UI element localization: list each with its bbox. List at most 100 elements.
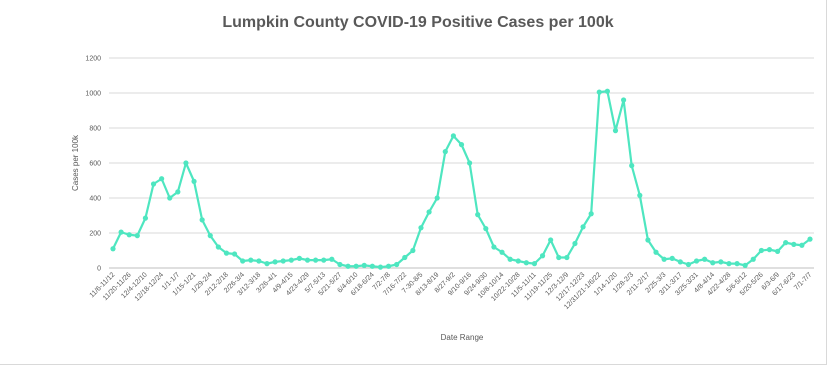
data-point: [110, 246, 116, 252]
y-axis-label: Cases per 100k: [71, 134, 80, 191]
data-point: [620, 97, 627, 103]
y-axis-ticks: 0 200 400 600 800 1000 1200: [85, 56, 101, 273]
data-point: [377, 264, 384, 270]
data-point: [807, 236, 813, 242]
data-point: [442, 149, 448, 155]
data-point: [313, 257, 319, 263]
data-point: [580, 224, 586, 230]
data-point: [637, 192, 643, 198]
data-point: [685, 261, 692, 268]
y-tick-label: 1200: [85, 56, 101, 63]
data-point: [321, 257, 327, 263]
data-point: [256, 258, 262, 264]
data-point: [539, 253, 546, 259]
data-point: [248, 257, 254, 263]
y-tick-label: 400: [89, 196, 101, 203]
data-point: [677, 259, 683, 265]
data-point: [304, 257, 311, 263]
data-point: [766, 247, 773, 253]
data-point: [653, 249, 659, 255]
data-point: [742, 262, 748, 268]
data-point: [434, 195, 440, 201]
data-point: [483, 226, 489, 232]
data-point: [345, 263, 351, 269]
data-point: [515, 258, 521, 264]
data-point: [272, 259, 278, 265]
data-point: [604, 88, 610, 94]
gridlines: [109, 57, 814, 269]
data-point: [467, 160, 473, 166]
y-tick-label: 200: [89, 231, 101, 238]
data-point: [199, 217, 205, 223]
data-point: [475, 212, 481, 218]
data-point: [564, 254, 570, 261]
data-point: [791, 241, 797, 247]
data-point: [548, 237, 554, 243]
data-point: [126, 232, 132, 238]
data-point: [450, 133, 456, 139]
data-point: [150, 181, 157, 187]
data-point: [669, 255, 675, 261]
data-point: [337, 261, 343, 268]
data-point: [774, 248, 781, 254]
data-point: [645, 237, 651, 243]
y-tick-label: 800: [89, 126, 101, 133]
data-point: [458, 142, 465, 148]
data-point: [134, 233, 140, 239]
data-point: [231, 251, 238, 257]
x-axis-ticks: 11/6-11/1211/20-11/2612/4-12/1012/18-12/…: [89, 271, 814, 311]
data-point: [702, 256, 708, 262]
data-point: [572, 240, 578, 247]
data-point: [183, 160, 189, 166]
data-point: [491, 244, 497, 250]
y-tick-label: 0: [97, 266, 101, 273]
data-point: [726, 261, 732, 267]
data-point: [734, 261, 740, 267]
data-point: [410, 247, 416, 254]
series-group: [110, 88, 813, 270]
data-point: [207, 233, 213, 239]
data-point: [296, 255, 303, 261]
data-point: [693, 258, 700, 264]
data-point: [402, 254, 408, 261]
data-point: [280, 258, 286, 264]
data-point: [426, 209, 432, 215]
data-point: [288, 257, 294, 263]
data-point: [159, 176, 165, 182]
data-point: [361, 262, 367, 268]
data-point: [329, 256, 335, 262]
data-point: [175, 189, 181, 195]
series-line: [111, 90, 812, 269]
data-point: [612, 128, 619, 134]
data-point: [264, 261, 270, 267]
data-point: [758, 247, 764, 254]
chart-title: Lumpkin County COVID-19 Positive Cases p…: [222, 14, 613, 31]
data-point: [353, 263, 359, 269]
data-point: [240, 258, 246, 264]
data-point: [523, 260, 529, 266]
data-point: [499, 249, 505, 255]
x-tick-label: 7/1-7/7: [793, 271, 813, 291]
data-point: [799, 242, 805, 248]
data-point: [556, 254, 562, 261]
data-point: [118, 229, 124, 235]
data-point: [661, 256, 667, 262]
data-point: [783, 240, 789, 246]
data-point: [531, 261, 538, 267]
data-point: [418, 225, 424, 231]
data-point: [385, 263, 392, 269]
data-point: [394, 261, 400, 268]
data-point: [223, 250, 230, 256]
data-point: [215, 244, 221, 250]
data-point: [507, 256, 513, 262]
data-point: [718, 259, 724, 265]
data-point: [369, 263, 375, 269]
data-point: [629, 163, 635, 169]
y-tick-label: 1000: [85, 91, 101, 98]
data-point: [588, 211, 594, 217]
data-point: [191, 178, 197, 184]
x-axis-label: Date Range: [441, 333, 484, 342]
data-point: [710, 260, 716, 266]
